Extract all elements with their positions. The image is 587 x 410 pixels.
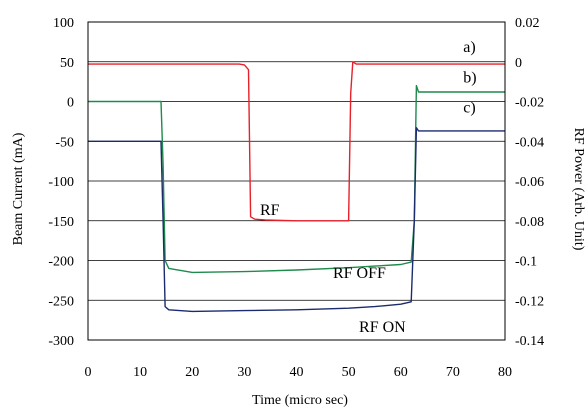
annotation-label: b) [463, 69, 476, 86]
annotations: a) b) c) RF RF OFF RF ON [260, 39, 477, 336]
plot-frame [87, 21, 506, 341]
y-right-tick-label: 0 [515, 56, 522, 71]
y-right-tick-label: -0.12 [515, 294, 544, 309]
y-right-tick-label: -0.1 [515, 255, 537, 270]
y-right-tick-label: 0.02 [515, 16, 540, 31]
x-tick-label: 60 [394, 365, 408, 380]
y-right-tick-label: -0.14 [515, 334, 544, 349]
y-left-tick-label: -300 [48, 334, 74, 349]
y-axis-right-title: RF Power (Arb. Unit) [571, 128, 586, 251]
y-left-tick-label: 100 [53, 16, 74, 31]
x-tick-label: 70 [446, 365, 460, 380]
x-tick-label: 50 [342, 365, 356, 380]
right-axis-ticks: 0.02 0 -0.02 -0.04 -0.06 -0.08 -0.1 -0.12 -0.14 [515, 16, 544, 349]
x-tick-label: 0 [85, 365, 92, 380]
series-line [88, 126, 505, 313]
annotation-label: a) [463, 39, 475, 56]
y-left-tick-label: -200 [48, 255, 74, 270]
left-axis-ticks: 100 50 0 -50 -100 -150 -200 -250 -300 [48, 16, 74, 349]
x-tick-label: 20 [185, 365, 199, 380]
x-axis-ticks: 0 10 20 30 40 50 60 70 80 [85, 365, 513, 380]
y-left-tick-label: -100 [48, 175, 74, 190]
x-tick-label: 40 [290, 365, 304, 380]
series-line [88, 84, 505, 274]
y-left-tick-label: 50 [60, 56, 74, 71]
annotation-label: RF ON [359, 319, 406, 336]
y-left-tick-label: 0 [67, 96, 74, 111]
y-right-tick-label: -0.02 [515, 96, 544, 111]
y-left-tick-label: -150 [48, 215, 74, 230]
x-tick-label: 80 [498, 365, 512, 380]
y-left-tick-label: -50 [55, 135, 74, 150]
series-line [88, 61, 505, 222]
annotation-label: c) [463, 100, 475, 117]
annotation-label: RF [260, 202, 280, 219]
x-tick-label: 10 [133, 365, 147, 380]
y-axis-left-title: Beam Current (mA) [11, 132, 26, 245]
y-left-tick-label: -250 [48, 294, 74, 309]
x-axis-title: Time (micro sec) [252, 393, 348, 408]
y-right-tick-label: -0.06 [515, 175, 544, 190]
grid-lines [88, 21, 505, 341]
series-lines [88, 61, 505, 313]
annotation-label: RF OFF [333, 265, 386, 282]
x-tick-label: 30 [237, 365, 251, 380]
y-right-tick-label: -0.08 [515, 215, 544, 230]
y-right-tick-label: -0.04 [515, 135, 544, 150]
